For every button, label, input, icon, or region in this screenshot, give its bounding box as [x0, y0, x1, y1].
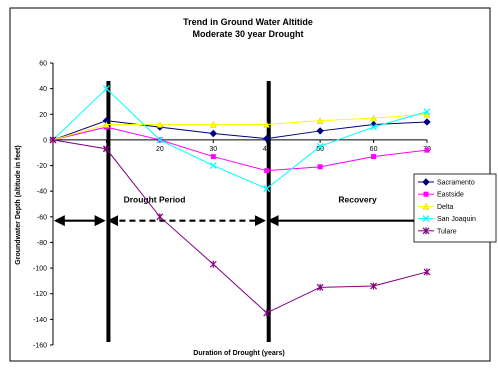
legend-marker	[422, 227, 430, 235]
data-point	[263, 121, 270, 128]
series-line	[52, 113, 428, 141]
data-point	[423, 110, 431, 118]
legend-label: Eastside	[437, 192, 464, 199]
y-tick-label: -80	[37, 240, 47, 247]
y-tick-label: 60	[39, 61, 47, 68]
annotation-label: Drought Period	[124, 195, 186, 205]
data-point	[209, 129, 217, 138]
y-tick-label: -120	[33, 291, 47, 298]
series-line	[52, 87, 428, 190]
data-point	[316, 283, 324, 291]
series-line	[52, 126, 428, 172]
series-line	[52, 139, 428, 314]
x-tick-label: 50	[316, 146, 324, 153]
data-point	[156, 136, 164, 144]
data-point	[370, 123, 378, 131]
legend-label: Sacramento	[437, 180, 475, 187]
data-point	[317, 164, 323, 170]
data-point	[371, 154, 377, 160]
data-point	[103, 121, 110, 128]
legend-marker	[422, 203, 430, 210]
data-point	[156, 121, 164, 128]
legend: Sacramento Eastside Delta San Joaquin Tulare	[413, 173, 497, 243]
data-point	[263, 309, 271, 317]
legend-label: Tulare	[437, 228, 457, 235]
y-tick-label: -140	[33, 317, 47, 324]
legend-marker	[422, 215, 430, 223]
x-axis-label: Duration of Drought (years)	[193, 350, 284, 357]
data-point	[263, 185, 271, 193]
x-tick-label: 60	[370, 146, 378, 153]
data-point	[263, 134, 271, 143]
data-point	[423, 268, 431, 276]
data-point	[264, 168, 270, 174]
data-point	[370, 114, 377, 122]
data-point	[210, 154, 216, 160]
legend-marker	[422, 178, 430, 186]
y-tick-label: -160	[33, 343, 47, 350]
data-point	[209, 260, 217, 268]
legend-label: San Joaquin	[437, 216, 476, 223]
chart-title: Trend in Ground Water Altitide	[183, 17, 313, 27]
data-point	[316, 142, 324, 150]
data-point	[316, 127, 324, 135]
series-line	[52, 120, 428, 141]
plot-area: 6040200-20-40-60-80-100-120-140-16010203…	[33, 61, 431, 350]
y-tick-label: 20	[39, 112, 47, 119]
data-point	[423, 108, 431, 116]
data-point	[424, 147, 430, 153]
data-point	[209, 162, 217, 170]
data-point	[103, 145, 110, 153]
data-point	[102, 85, 110, 93]
x-tick-label: 20	[156, 146, 164, 153]
data-point	[156, 213, 164, 221]
legend-marker	[423, 191, 429, 197]
y-tick-label: 0	[43, 137, 47, 144]
annotation-label: Recovery	[338, 195, 377, 205]
data-point	[210, 121, 217, 128]
x-tick-label: 30	[209, 146, 217, 153]
y-axis-label: Groundwater Depth (altitude in feet)	[15, 145, 22, 264]
data-point	[423, 118, 431, 126]
y-tick-label: -100	[33, 266, 47, 273]
y-tick-label: -20	[37, 163, 47, 170]
y-tick-label: 40	[39, 86, 47, 93]
y-tick-label: -60	[37, 214, 47, 221]
data-point	[316, 117, 324, 124]
data-point	[49, 136, 57, 144]
data-point	[370, 282, 377, 290]
legend-label: Delta	[437, 204, 453, 211]
y-tick-label: -40	[37, 189, 47, 196]
chart-subtitle: Moderate 30 year Drought	[192, 29, 303, 39]
